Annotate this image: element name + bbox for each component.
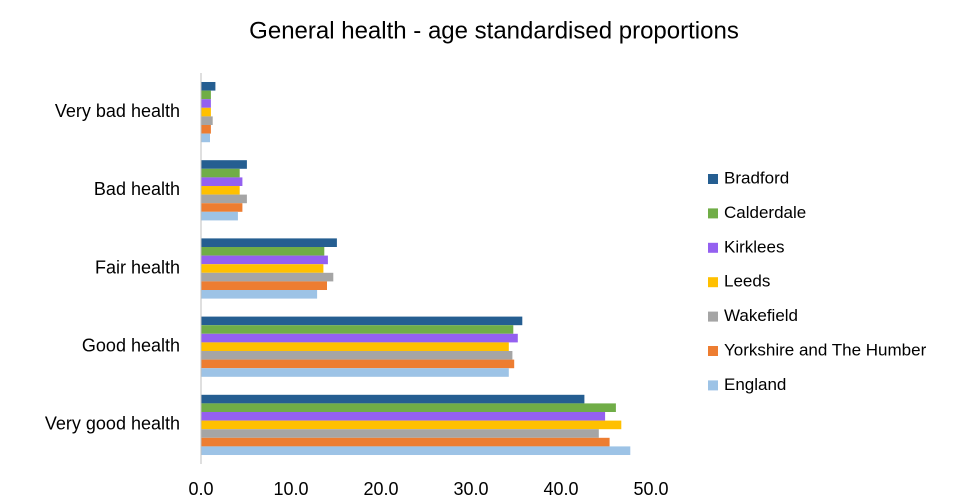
bar bbox=[201, 325, 514, 334]
bar bbox=[201, 194, 247, 204]
bar bbox=[201, 264, 324, 273]
bar bbox=[201, 351, 513, 360]
chart-title: General health - age standardised propor… bbox=[249, 17, 739, 44]
y-tick-label: Very good health bbox=[45, 414, 180, 434]
bar bbox=[201, 333, 518, 343]
x-tick-label: 0.0 bbox=[188, 479, 213, 497]
bar bbox=[201, 403, 616, 412]
bar bbox=[201, 90, 211, 100]
bar bbox=[201, 411, 606, 421]
bar bbox=[201, 394, 585, 404]
bar bbox=[201, 203, 243, 212]
bar bbox=[201, 133, 210, 143]
bar bbox=[201, 107, 211, 117]
x-tick-label: 40.0 bbox=[543, 479, 578, 497]
x-tick-label: 20.0 bbox=[363, 479, 398, 497]
bar bbox=[201, 342, 509, 352]
y-tick-label: Very bad health bbox=[55, 101, 180, 121]
bar bbox=[201, 125, 211, 134]
legend-label: Wakefield bbox=[724, 306, 798, 325]
bar bbox=[201, 177, 243, 186]
legend-swatch bbox=[708, 277, 718, 288]
legend-swatch bbox=[708, 380, 718, 391]
bar bbox=[201, 429, 599, 438]
bar bbox=[201, 168, 240, 178]
bar bbox=[201, 211, 238, 221]
legend-label: Leeds bbox=[724, 272, 770, 291]
legend-swatch bbox=[708, 311, 718, 322]
x-tick-label: 30.0 bbox=[453, 479, 488, 497]
bar bbox=[201, 290, 318, 299]
bar bbox=[201, 368, 509, 377]
y-tick-label: Good health bbox=[82, 335, 180, 355]
legend-label: Calderdale bbox=[724, 203, 806, 222]
bar bbox=[201, 446, 631, 456]
bar bbox=[201, 81, 216, 91]
legend-swatch bbox=[708, 174, 718, 184]
bar bbox=[201, 246, 325, 256]
bar bbox=[201, 99, 211, 108]
x-tick-label: 10.0 bbox=[273, 479, 308, 497]
bar bbox=[201, 281, 327, 291]
bar bbox=[201, 437, 610, 447]
y-tick-label: Bad health bbox=[94, 179, 180, 199]
legend-swatch bbox=[708, 208, 718, 219]
bar bbox=[201, 116, 213, 126]
legend-swatch bbox=[708, 346, 718, 356]
bar bbox=[201, 160, 247, 169]
x-tick-label: 50.0 bbox=[633, 479, 668, 497]
y-tick-label: Fair health bbox=[95, 257, 180, 277]
bar bbox=[201, 185, 240, 195]
legend-swatch bbox=[708, 242, 718, 253]
legend-label: Bradford bbox=[724, 168, 789, 187]
legend-label: Kirklees bbox=[724, 237, 784, 256]
bar bbox=[201, 420, 622, 430]
bar bbox=[201, 359, 515, 369]
legend-label: England bbox=[724, 375, 786, 394]
bar bbox=[201, 316, 523, 326]
bar bbox=[201, 255, 328, 265]
bar bbox=[201, 238, 337, 247]
legend-label: Yorkshire and The Humber bbox=[724, 340, 927, 359]
bar bbox=[201, 272, 334, 282]
